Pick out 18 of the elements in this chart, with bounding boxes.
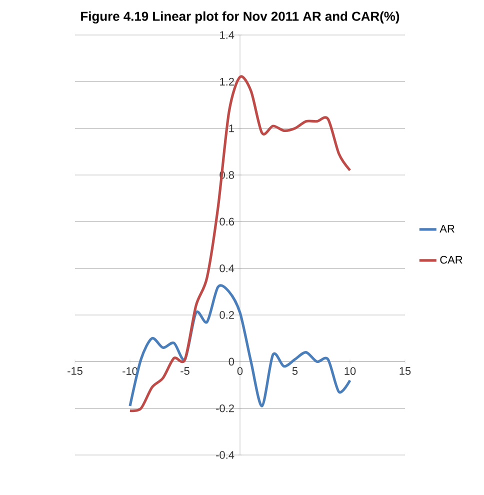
x-tick-label: -5 — [180, 367, 190, 375]
chart-title: Figure 4.19 Linear plot for Nov 2011 AR and CAR(%) — [81, 11, 400, 24]
y-tick-label: 1.4 — [220, 31, 234, 39]
y-tick-label: 1 — [229, 124, 234, 132]
y-tick-label: -0.4 — [216, 451, 234, 459]
y-tick-label: 0.2 — [220, 311, 234, 319]
x-tick-label: 15 — [400, 367, 411, 375]
y-tick-label: 0.4 — [220, 264, 234, 272]
y-tick-label: 0.6 — [220, 218, 234, 226]
x-tick-label: 0 — [237, 367, 243, 375]
legend-label: CAR — [440, 256, 462, 264]
x-tick-label: 10 — [344, 367, 356, 375]
x-tick-label: -15 — [68, 367, 82, 375]
y-tick-label: 0 — [228, 358, 234, 366]
legend-label: AR — [440, 224, 454, 232]
y-tick-label: 1.2 — [220, 78, 234, 86]
x-tick-label: 5 — [292, 367, 298, 375]
y-tick-label: -0.2 — [216, 404, 234, 412]
